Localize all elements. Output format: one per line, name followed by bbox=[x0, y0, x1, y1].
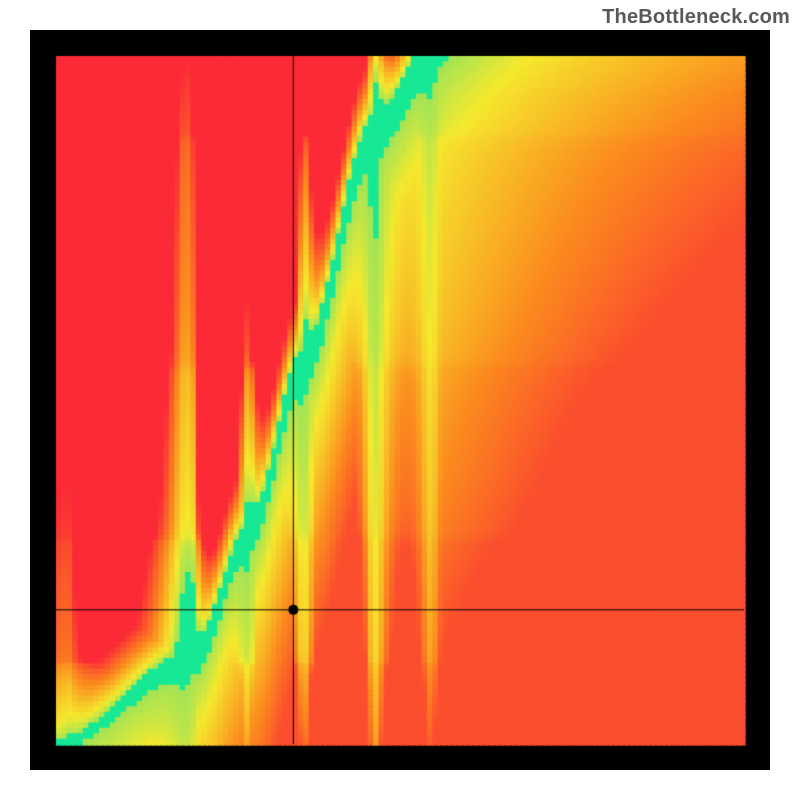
root: TheBottleneck.com bbox=[0, 0, 800, 800]
watermark-text: TheBottleneck.com bbox=[602, 6, 790, 29]
heatmap-chart bbox=[30, 30, 770, 770]
